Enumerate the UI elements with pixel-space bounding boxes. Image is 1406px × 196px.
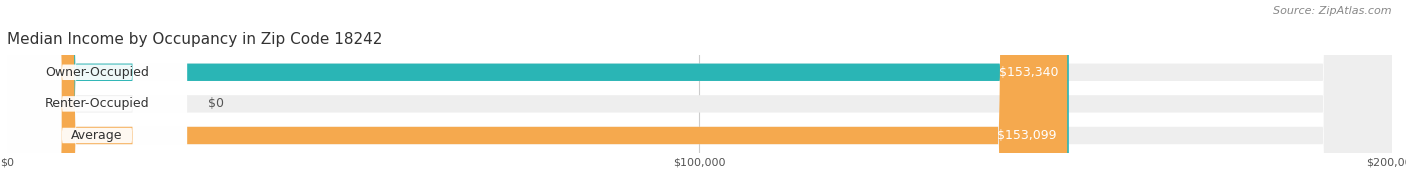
Text: $153,099: $153,099 <box>997 129 1057 142</box>
Text: Owner-Occupied: Owner-Occupied <box>45 66 149 79</box>
Text: $0: $0 <box>208 97 224 110</box>
FancyBboxPatch shape <box>7 0 1392 196</box>
FancyBboxPatch shape <box>7 0 187 196</box>
FancyBboxPatch shape <box>7 0 1392 196</box>
Text: $153,340: $153,340 <box>998 66 1059 79</box>
FancyBboxPatch shape <box>7 0 49 196</box>
FancyBboxPatch shape <box>7 0 1392 196</box>
Text: Median Income by Occupancy in Zip Code 18242: Median Income by Occupancy in Zip Code 1… <box>7 32 382 47</box>
FancyBboxPatch shape <box>7 0 1067 196</box>
FancyBboxPatch shape <box>7 0 1069 196</box>
Text: Average: Average <box>72 129 122 142</box>
FancyBboxPatch shape <box>7 0 187 196</box>
FancyBboxPatch shape <box>7 0 187 196</box>
Text: Source: ZipAtlas.com: Source: ZipAtlas.com <box>1274 6 1392 16</box>
Text: Renter-Occupied: Renter-Occupied <box>45 97 149 110</box>
